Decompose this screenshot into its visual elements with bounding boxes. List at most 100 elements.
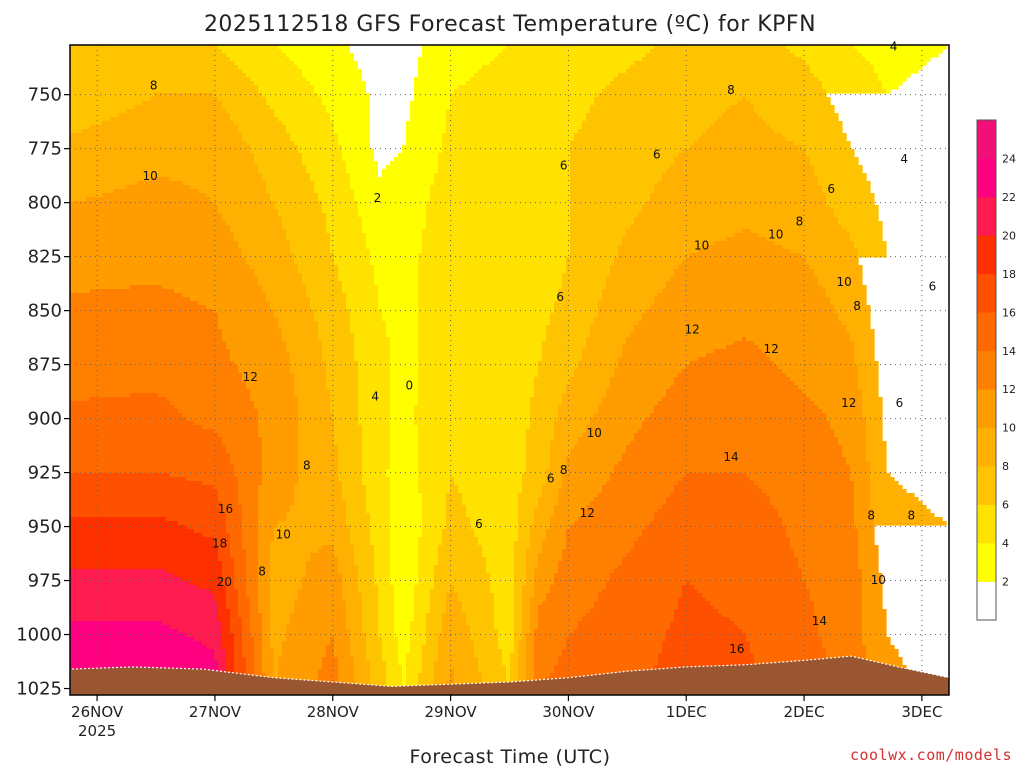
contour-label: 6: [556, 290, 564, 304]
y-tick-label: 800: [28, 193, 62, 214]
colorbar-label: 10: [1002, 422, 1016, 435]
colorbar-swatch: [977, 235, 996, 275]
contour-label: 4: [890, 40, 898, 54]
contour-label: 8: [150, 79, 158, 93]
x-tick-label: 28NOV: [307, 703, 360, 721]
contour-label: 16: [729, 642, 744, 656]
x-tick-label: 26NOV: [71, 703, 124, 721]
colorbar-label: 2: [1002, 576, 1009, 589]
colorbar-label: 12: [1002, 383, 1016, 396]
contour-label: 10: [768, 228, 783, 242]
x-tick-label: 2DEC: [784, 703, 825, 721]
y-tick-label: 875: [28, 355, 62, 376]
contour-label: 0: [405, 379, 413, 393]
colorbar-swatch: [977, 120, 996, 159]
colorbar-label: 6: [1002, 499, 1009, 512]
contour-label: 12: [580, 506, 595, 520]
colorbar-label: 20: [1002, 229, 1016, 242]
colorbar-swatch: [977, 312, 996, 352]
temperature-field: [70, 45, 947, 695]
y-axis: 750 775 800 825 850 875 900 925 950 975 1000 1025: [16, 85, 70, 700]
y-tick-label: 825: [28, 247, 62, 268]
colorbar-swatch: [977, 196, 996, 236]
contour-label: 8: [727, 83, 735, 97]
contour-label: 14: [812, 614, 827, 628]
colorbar-swatch: [977, 543, 996, 582]
contour-label: 14: [723, 450, 738, 464]
chart-title: 2025112518 GFS Forecast Temperature (ºC)…: [204, 12, 816, 37]
contour-label: 6: [653, 148, 661, 162]
colorbar-label: 22: [1002, 191, 1016, 204]
x-tick-label: 1DEC: [666, 703, 707, 721]
contour-label: 10: [694, 238, 709, 252]
contour-label: 12: [684, 323, 699, 337]
y-tick-label: 950: [28, 517, 62, 538]
ground-polygon: [70, 655, 949, 695]
y-tick-label: 1000: [16, 625, 62, 646]
colorbar-swatch: [977, 158, 996, 198]
contour-label: 8: [303, 459, 311, 473]
colorbar-label: 16: [1002, 306, 1016, 319]
y-tick-label: 775: [28, 139, 62, 160]
y-tick-label: 900: [28, 409, 62, 430]
colorbar-label: 4: [1002, 537, 1009, 550]
contour-label: 10: [836, 275, 851, 289]
contour-label: 10: [587, 426, 602, 440]
colorbar-frame: [976, 119, 997, 621]
y-tick-label: 850: [28, 301, 62, 322]
colorbar-label: 24: [1002, 153, 1016, 166]
contour-label: 8: [796, 215, 804, 229]
contour-label: 8: [258, 564, 266, 578]
x-tick-label: 3DEC: [901, 703, 942, 721]
ground-surface: [70, 655, 949, 695]
contour-label: 12: [243, 370, 258, 384]
contour-label: 10: [871, 573, 886, 587]
contour-label: 8: [853, 299, 861, 313]
colorbar-label: 8: [1002, 460, 1009, 473]
colorbar-swatch: [977, 350, 996, 390]
contour-label: 16: [218, 502, 233, 516]
colorbar-swatch: [977, 581, 996, 621]
contour-label: 20: [217, 575, 232, 589]
contour-label: 4: [900, 152, 908, 166]
contour-label: 12: [841, 396, 856, 410]
y-tick-label: 750: [28, 85, 62, 106]
contour-label: 6: [547, 472, 555, 486]
contour-label: 8: [560, 463, 568, 477]
contour-label: 8: [867, 508, 875, 522]
colorbar-label: 18: [1002, 268, 1016, 281]
colorbar-swatch: [977, 427, 996, 467]
y-tick-label: 975: [28, 571, 62, 592]
credit-link[interactable]: coolwx.com/models: [850, 746, 1012, 764]
contour-label: 10: [142, 169, 157, 183]
contour-labels: 8101216182081082406666810126101214161281…: [142, 40, 936, 657]
x-tick-sublabel: 2025: [78, 722, 116, 740]
plot-frame: [69, 44, 950, 696]
x-tick-label: 27NOV: [189, 703, 242, 721]
contour-label: 6: [929, 279, 937, 293]
contour-label: 6: [827, 182, 835, 196]
contour-label: 4: [371, 390, 379, 404]
colorbar-label: 14: [1002, 345, 1016, 358]
x-axis-label: Forecast Time (UTC): [410, 746, 611, 768]
contour-label: 6: [560, 158, 568, 172]
contour-label: 6: [475, 517, 483, 531]
colorbar-swatch: [977, 273, 996, 313]
y-tick-label: 925: [28, 463, 62, 484]
colorbar-swatch: [977, 504, 996, 544]
colorbar-swatch: [977, 389, 996, 428]
y-tick-label: 1025: [16, 679, 62, 700]
contour-label: 12: [763, 342, 778, 356]
colorbar-swatch: [977, 466, 996, 505]
contour-label: 10: [276, 528, 291, 542]
contour-label: 2: [374, 191, 382, 205]
contour-label: 8: [907, 508, 915, 522]
x-tick-label: 30NOV: [542, 703, 595, 721]
x-tick-label: 29NOV: [425, 703, 478, 721]
contour-label: 6: [896, 396, 904, 410]
contour-label: 18: [212, 536, 227, 550]
grid-lines: [70, 45, 949, 695]
